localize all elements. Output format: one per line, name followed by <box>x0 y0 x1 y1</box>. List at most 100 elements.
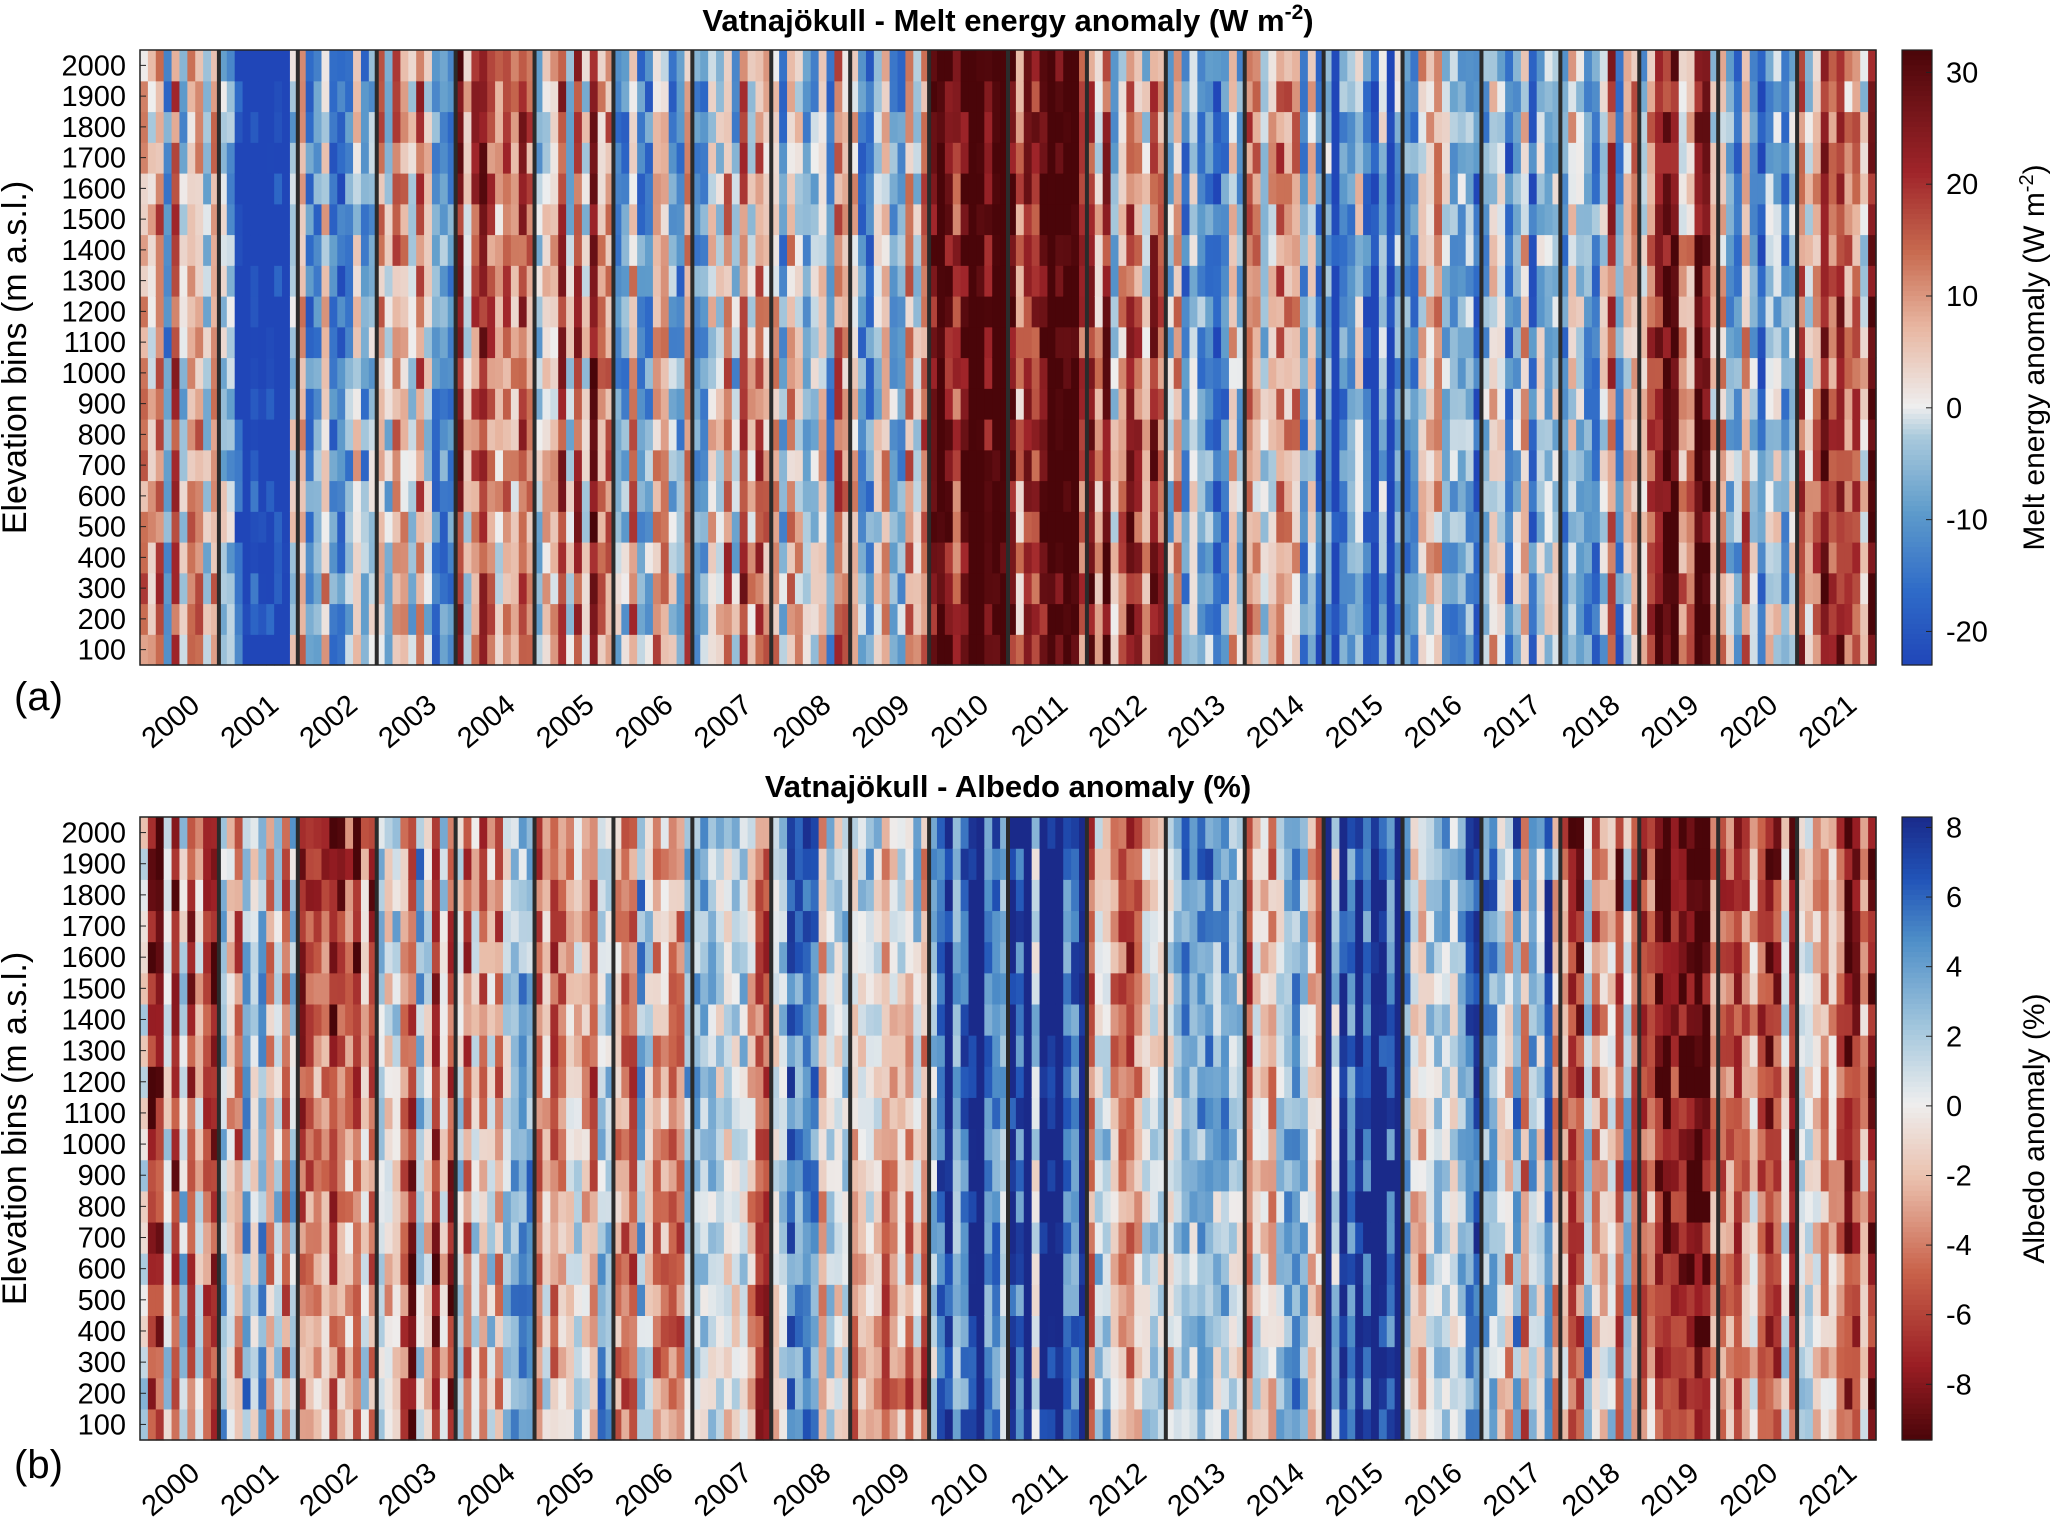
heatmap-cell <box>1032 511 1040 542</box>
heatmap-cell <box>1276 604 1284 635</box>
heatmap-cell <box>179 142 187 173</box>
heatmap-cell <box>1387 358 1395 389</box>
colorbar-segment <box>1902 178 1932 184</box>
heatmap-cell <box>1103 50 1111 81</box>
heatmap-cell <box>1813 511 1821 542</box>
heatmap-cell <box>385 604 393 635</box>
heatmap-cell <box>1781 388 1789 419</box>
heatmap-cell <box>590 173 598 204</box>
colorbar-segment <box>1902 240 1932 246</box>
heatmap-cell <box>590 481 598 512</box>
heatmap-cell <box>1616 81 1624 112</box>
heatmap-cell <box>164 450 172 481</box>
heatmap-cell <box>1537 50 1545 81</box>
heatmap-cell <box>195 1191 203 1223</box>
heatmap-cell <box>1844 450 1852 481</box>
heatmap-cell <box>1734 81 1742 112</box>
heatmap-cell <box>1332 81 1340 112</box>
heatmap-cell <box>827 142 835 173</box>
heatmap-cell <box>1647 419 1655 450</box>
heatmap-cell <box>858 327 866 358</box>
heatmap-cell <box>953 265 961 296</box>
heatmap-cell <box>187 296 195 327</box>
heatmap-cell <box>1616 50 1624 81</box>
heatmap-cell <box>1600 542 1608 573</box>
heatmap-cell <box>1332 142 1340 173</box>
heatmap-cell <box>803 327 811 358</box>
heatmap-cell <box>400 204 408 235</box>
heatmap-cell <box>164 542 172 573</box>
heatmap-cell <box>1608 634 1616 665</box>
heatmap-cell <box>795 50 803 81</box>
heatmap-cell <box>890 388 898 419</box>
heatmap-cell <box>1197 573 1205 604</box>
chart-title: Vatnajökull - Melt energy anomaly (W m-2… <box>702 1 1313 38</box>
heatmap-cell <box>519 296 527 327</box>
heatmap-cell <box>519 173 527 204</box>
heatmap-cell <box>976 511 984 542</box>
heatmap-cell <box>1363 265 1371 296</box>
heatmap-cell <box>203 1378 211 1410</box>
heatmap-cell <box>1608 112 1616 143</box>
heatmap-cell <box>1142 112 1150 143</box>
heatmap-cell <box>1040 81 1048 112</box>
heatmap-cell <box>1758 265 1766 296</box>
heatmap-cell <box>203 1222 211 1254</box>
heatmap-cell <box>258 265 266 296</box>
heatmap-cell <box>1545 204 1553 235</box>
heatmap-cell <box>1308 573 1316 604</box>
heatmap-cell <box>1545 173 1553 204</box>
heatmap-cell <box>1450 573 1458 604</box>
heatmap-cell <box>732 450 740 481</box>
heatmap-cell <box>1458 450 1466 481</box>
heatmap-cell <box>172 1004 180 1036</box>
colorbar-segment <box>1902 311 1932 317</box>
heatmap-cell <box>1268 112 1276 143</box>
heatmap-cell <box>195 542 203 573</box>
heatmap-cell <box>519 50 527 81</box>
heatmap-cell <box>803 173 811 204</box>
heatmap-cell <box>227 1378 235 1410</box>
heatmap-cell <box>629 81 637 112</box>
heatmap-cell <box>1545 481 1553 512</box>
heatmap-cell <box>1616 419 1624 450</box>
heatmap-cell <box>1655 419 1663 450</box>
heatmap-cell <box>321 173 329 204</box>
heatmap-cell <box>677 81 685 112</box>
heatmap-cell <box>803 204 811 235</box>
heatmap-cell <box>1450 296 1458 327</box>
heatmap-cell <box>148 542 156 573</box>
heatmap-cell <box>503 450 511 481</box>
heatmap-cell <box>1189 327 1197 358</box>
colorbar-segment <box>1902 424 1932 430</box>
heatmap-cell <box>1016 296 1024 327</box>
x-tick-label: 2019 <box>1635 689 1705 755</box>
heatmap-cell <box>621 419 629 450</box>
heatmap-cell <box>1047 419 1055 450</box>
heatmap-cell <box>1182 235 1190 266</box>
heatmap-cell <box>992 173 1000 204</box>
heatmap-cell <box>385 450 393 481</box>
heatmap-cell <box>984 511 992 542</box>
heatmap-cell <box>858 50 866 81</box>
heatmap-cell <box>661 358 669 389</box>
heatmap-cell <box>1111 542 1119 573</box>
heatmap-cell <box>1521 419 1529 450</box>
heatmap-cell <box>558 112 566 143</box>
heatmap-cell <box>866 81 874 112</box>
heatmap-cell <box>1016 81 1024 112</box>
heatmap-cell <box>1521 235 1529 266</box>
heatmap-cell <box>1284 81 1292 112</box>
colorbar-segment <box>1902 86 1932 92</box>
heatmap-cell <box>1213 173 1221 204</box>
heatmap-cell <box>1616 511 1624 542</box>
heatmap-cell <box>724 81 732 112</box>
heatmap-cell <box>590 419 598 450</box>
heatmap-cell <box>424 450 432 481</box>
heatmap-cell <box>1742 204 1750 235</box>
heatmap-cell <box>227 1097 235 1129</box>
heatmap-cell <box>1063 50 1071 81</box>
heatmap-cell <box>1442 481 1450 512</box>
x-tick-label: 2003 <box>373 689 443 755</box>
heatmap-cell <box>1268 327 1276 358</box>
